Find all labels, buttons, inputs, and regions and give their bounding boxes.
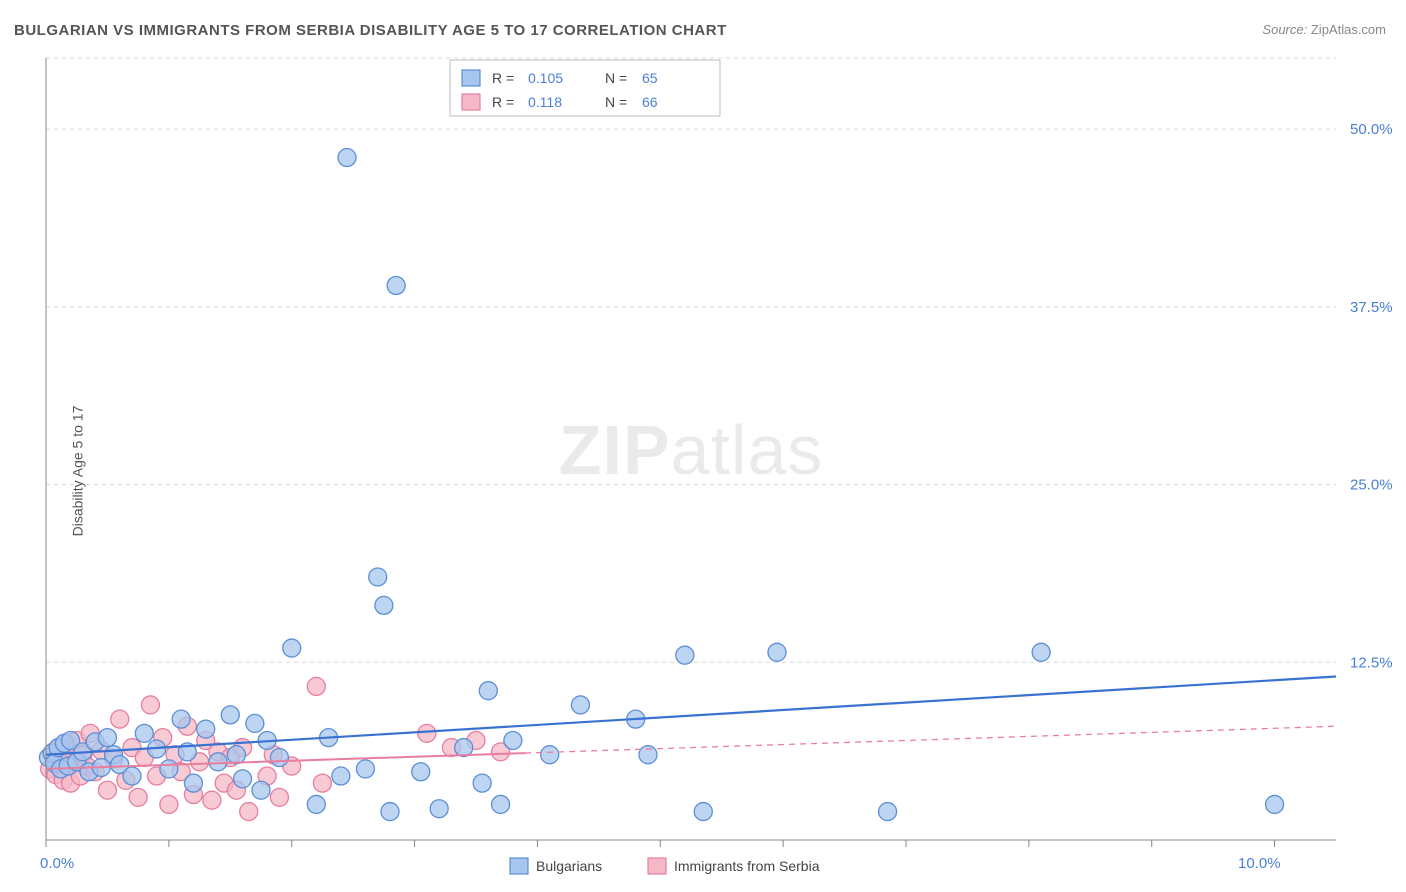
svg-text:ZIPatlas: ZIPatlas	[559, 411, 824, 489]
svg-text:65: 65	[642, 70, 658, 86]
svg-text:Bulgarians: Bulgarians	[536, 858, 602, 874]
svg-text:50.0%: 50.0%	[1350, 121, 1393, 138]
svg-text:0.105: 0.105	[528, 70, 563, 86]
svg-text:12.5%: 12.5%	[1350, 654, 1393, 671]
source-value: ZipAtlas.com	[1311, 22, 1386, 37]
svg-text:66: 66	[642, 94, 658, 110]
scatter-chart: 12.5% 25.0% 37.5% 50.0% ZIPatlas 0.0% 10.0% R =…	[0, 50, 1406, 892]
svg-text:37.5%: 37.5%	[1350, 299, 1393, 316]
source-label: Source:	[1262, 22, 1307, 37]
svg-text:N =: N =	[605, 94, 627, 110]
svg-text:R =: R =	[492, 94, 514, 110]
svg-text:10.0%: 10.0%	[1238, 855, 1281, 872]
source-attribution: Source: ZipAtlas.com	[1262, 22, 1386, 37]
y-axis-label: Disability Age 5 to 17	[69, 406, 85, 537]
chart-title: BULGARIAN VS IMMIGRANTS FROM SERBIA DISA…	[14, 22, 727, 39]
chart-container: Disability Age 5 to 17 12.5% 25.0% 37.5% 50…	[0, 50, 1406, 892]
svg-text:N =: N =	[605, 70, 627, 86]
svg-text:0.118: 0.118	[528, 94, 562, 110]
svg-text:25.0%: 25.0%	[1350, 477, 1393, 494]
svg-text:0.0%: 0.0%	[40, 855, 74, 872]
svg-text:Immigrants from Serbia: Immigrants from Serbia	[674, 858, 820, 874]
svg-text:R =: R =	[492, 70, 514, 86]
